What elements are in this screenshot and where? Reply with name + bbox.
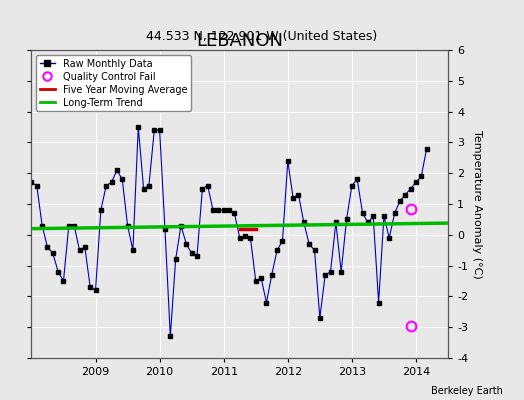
- Text: 44.533 N, 122.901 W (United States): 44.533 N, 122.901 W (United States): [146, 30, 378, 43]
- Title: LEBANON: LEBANON: [196, 32, 283, 50]
- Y-axis label: Temperature Anomaly (°C): Temperature Anomaly (°C): [472, 130, 482, 278]
- Text: Berkeley Earth: Berkeley Earth: [431, 386, 503, 396]
- Legend: Raw Monthly Data, Quality Control Fail, Five Year Moving Average, Long-Term Tren: Raw Monthly Data, Quality Control Fail, …: [36, 55, 191, 111]
